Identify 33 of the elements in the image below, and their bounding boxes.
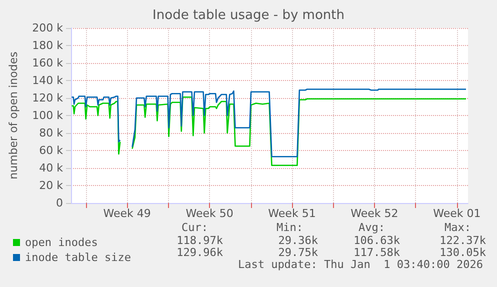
y-tick-label: 40 k — [39, 162, 64, 174]
text: 117.58k — [354, 246, 400, 259]
text: Avg: — [358, 221, 385, 234]
y-tick-label: 160 k — [32, 56, 64, 70]
x-tick-label: Week 52 — [350, 207, 398, 220]
legend-label: open inodes — [25, 236, 98, 249]
y-tick-label: 140 k — [32, 74, 64, 87]
y-tick-label: 100 k — [32, 109, 64, 122]
y-tick-label: 20 k — [39, 179, 64, 192]
chart-title: Inode table usage - by month — [152, 8, 344, 23]
text: 130.05k — [440, 246, 486, 259]
y-tick-label: 200 k — [32, 22, 64, 34]
text: Min: — [276, 221, 303, 234]
x-tick-label: Week 51 — [268, 207, 316, 220]
y-tick-label: 80 k — [39, 126, 64, 140]
text: 118.97k — [176, 234, 224, 247]
text: 29.36k — [278, 234, 318, 247]
y-tick-label: 120 k — [32, 92, 64, 104]
legend-label: inode table size — [25, 251, 131, 264]
text: Cur: — [182, 221, 208, 234]
y-tick-label: 0 — [56, 196, 63, 210]
x-tick-label: Week 50 — [186, 207, 234, 220]
x-tick-label: Week 01 — [433, 207, 481, 220]
text: 122.37k — [440, 234, 486, 247]
text: Max: — [444, 221, 471, 234]
y-tick-label: 180 k — [32, 39, 64, 52]
y-axis-title: number of open inodes — [7, 51, 20, 180]
x-tick-label: Week 49 — [103, 207, 151, 220]
text: 106.63k — [354, 234, 400, 247]
y-tick-label: 60 k — [39, 144, 64, 157]
text: 129.96k — [176, 246, 224, 259]
text: Last update: Thu Jan 1 03:40:00 2026 — [238, 258, 483, 271]
text: 29.75k — [278, 246, 318, 259]
